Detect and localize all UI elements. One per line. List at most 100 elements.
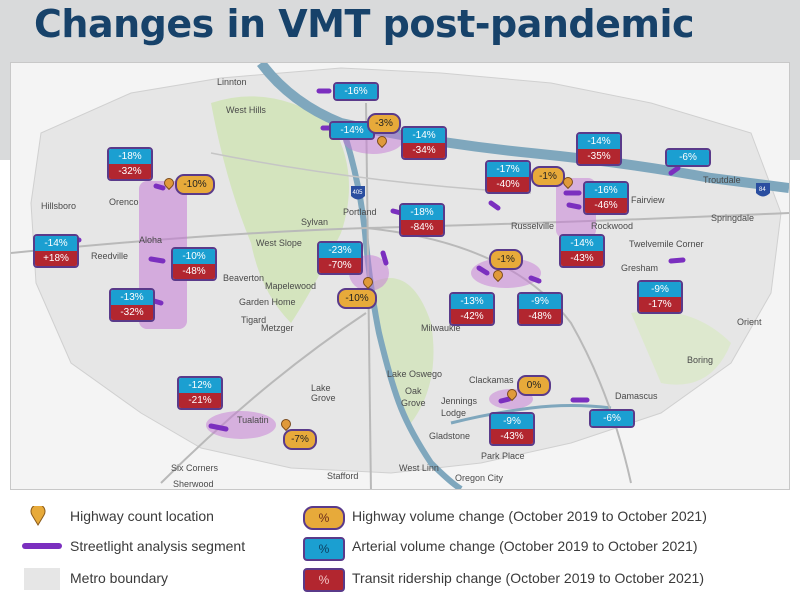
highway-swatch: % (303, 506, 345, 530)
highway-count-location-icon (30, 506, 46, 526)
arterial-change: -9% (639, 282, 681, 297)
place-linnton: Linnton (217, 77, 247, 87)
legend-highway-count: Highway count location (70, 508, 214, 524)
highway-change-i205: -1% (489, 249, 523, 270)
place-west-hills: West Hills (226, 105, 266, 115)
arterial-change: -17% (487, 162, 529, 177)
badge-beaverton: -13% -32% (109, 288, 155, 322)
arterial-change: -16% (335, 84, 377, 99)
place-jennings-lodge: Jennings Lodge (441, 396, 478, 418)
arterial-change: -14% (331, 123, 373, 138)
place-clackamas: Clackamas (469, 375, 514, 385)
place-russelville: Russelville (511, 221, 555, 231)
highway-change-i5-south: -10% (337, 288, 377, 309)
place-hillsboro: Hillsboro (41, 201, 77, 211)
map-panel[interactable]: 405 84 Linnton West Hills Hillsboro Oren… (10, 62, 790, 490)
i84-label: 84 (759, 187, 766, 193)
place-troutdale: Troutdale (703, 175, 741, 185)
badge-st-johns: -16% (333, 82, 379, 101)
badge-swan-island: -14% (329, 121, 375, 140)
i405-label: 405 (353, 190, 364, 196)
place-orenco: Orenco (109, 197, 139, 207)
badge-reedville: -14% +18% (33, 234, 79, 268)
place-springdale: Springdale (711, 213, 755, 223)
badge-powell: -9% -48% (517, 292, 563, 326)
badge-damascus: -6% (589, 409, 635, 428)
highway-change-i84: -1% (531, 166, 565, 187)
arterial-change: -9% (491, 414, 533, 429)
highway-change-us26-west: -10% (175, 174, 215, 195)
place-fairview: Fairview (631, 195, 665, 205)
legend-arterial-change: Arterial volume change (October 2019 to … (352, 538, 698, 554)
transit-change: +18% (35, 251, 77, 266)
place-boring: Boring (687, 355, 714, 365)
transit-change: -46% (585, 198, 627, 213)
place-gladstone: Gladstone (429, 431, 471, 441)
badge-orenco: -18% -32% (107, 147, 153, 181)
badge-gresham: -9% -17% (637, 280, 683, 314)
arterial-change: -14% (403, 128, 445, 143)
metro-boundary-swatch (24, 568, 60, 590)
place-beaverton: Beaverton (223, 273, 265, 283)
highway-change-i205-south: 0% (517, 375, 551, 396)
badge-clackamas: -9% -43% (489, 412, 535, 446)
badge-downtown: -23% -70% (317, 241, 363, 275)
place-reedville: Reedville (91, 251, 129, 261)
arterial-change: -14% (35, 236, 77, 251)
arterial-change: -10% (173, 249, 215, 264)
arterial-change: -16% (585, 183, 627, 198)
legend-metro: Metro boundary (70, 570, 169, 586)
streetlight-segment-icon (22, 543, 62, 549)
place-gresham: Gresham (621, 263, 659, 273)
arterial-change: -14% (578, 134, 620, 149)
legend-streetlight: Streetlight analysis segment (70, 538, 246, 554)
place-twelvemile-corner: Twelvemile Corner (629, 239, 704, 249)
arterial-change: -18% (109, 149, 151, 164)
arterial-change: -13% (451, 294, 493, 309)
place-rockwood: Rockwood (591, 221, 634, 231)
transit-change: -17% (639, 297, 681, 312)
transit-change: -34% (403, 143, 445, 158)
transit-change: -48% (173, 264, 215, 279)
transit-change: -42% (451, 309, 493, 324)
badge-foster: -13% -42% (449, 292, 495, 326)
place-mapelewood: Mapelewood (265, 281, 317, 291)
arterial-change: -18% (401, 205, 443, 220)
transit-change: -43% (491, 429, 533, 444)
transit-change: -84% (401, 220, 443, 235)
badge-east-portland: -17% -40% (485, 160, 531, 194)
place-tigard-label: Tigard (241, 315, 267, 325)
arterial-change: -6% (591, 411, 633, 426)
place-west-linn: West Linn (399, 463, 439, 473)
arterial-change: -12% (179, 378, 221, 393)
arterial-change: -23% (319, 243, 361, 258)
place-stafford: Stafford (327, 471, 359, 481)
transit-change: -43% (561, 251, 603, 266)
transit-change: -35% (578, 149, 620, 164)
place-metzger: Metzger (261, 323, 294, 333)
transit-change: -70% (319, 258, 361, 273)
badge-inner-east: -18% -84% (399, 203, 445, 237)
badge-aloha: -10% -48% (171, 247, 217, 281)
place-six-corners: Six Corners (171, 463, 219, 473)
place-lake-grove: Lake Grove (311, 383, 336, 403)
arterial-change: -6% (667, 150, 709, 165)
arterial-swatch: % (303, 537, 345, 561)
badge-division: -14% -43% (559, 234, 605, 268)
transit-change: -48% (519, 309, 561, 324)
transit-swatch: % (303, 568, 345, 592)
badge-north-portland: -14% -34% (401, 126, 447, 160)
legend-transit-change: Transit ridership change (October 2019 t… (352, 570, 705, 586)
arterial-change: -13% (111, 290, 153, 305)
highway-change-i5-north: -3% (367, 113, 401, 134)
place-oregon-city: Oregon City (455, 473, 504, 483)
place-portland: Portland (343, 207, 377, 217)
arterial-change: -14% (561, 236, 603, 251)
place-orient: Orient (737, 317, 762, 327)
badge-troutdale: -6% (665, 148, 711, 167)
place-oak-grove: Oak Grove (401, 386, 426, 408)
arterial-change: -9% (519, 294, 561, 309)
place-west-slope: West Slope (256, 238, 302, 248)
badge-parkrose: -14% -35% (576, 132, 622, 166)
transit-change: -32% (111, 305, 153, 320)
